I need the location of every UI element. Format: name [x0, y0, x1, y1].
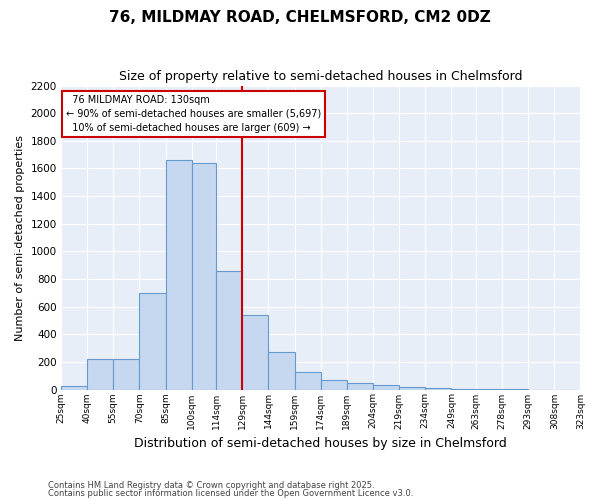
Bar — [139, 293, 166, 390]
Bar — [425, 388, 451, 390]
Bar — [295, 372, 321, 390]
Bar — [451, 389, 476, 390]
Bar — [399, 387, 425, 390]
Text: 76, MILDMAY ROAD, CHELMSFORD, CM2 0DZ: 76, MILDMAY ROAD, CHELMSFORD, CM2 0DZ — [109, 10, 491, 25]
Bar — [61, 386, 87, 390]
Text: Contains public sector information licensed under the Open Government Licence v3: Contains public sector information licen… — [48, 488, 413, 498]
Title: Size of property relative to semi-detached houses in Chelmsford: Size of property relative to semi-detach… — [119, 70, 523, 83]
X-axis label: Distribution of semi-detached houses by size in Chelmsford: Distribution of semi-detached houses by … — [134, 437, 507, 450]
Text: 76 MILDMAY ROAD: 130sqm
← 90% of semi-detached houses are smaller (5,697)
  10% : 76 MILDMAY ROAD: 130sqm ← 90% of semi-de… — [66, 94, 322, 132]
Bar — [87, 359, 113, 390]
Bar — [166, 160, 192, 390]
Bar — [113, 359, 139, 390]
Bar — [242, 315, 268, 390]
Bar — [373, 386, 399, 390]
Bar — [192, 163, 216, 390]
Bar — [216, 270, 242, 390]
Bar — [321, 380, 347, 390]
Y-axis label: Number of semi-detached properties: Number of semi-detached properties — [15, 134, 25, 340]
Text: Contains HM Land Registry data © Crown copyright and database right 2025.: Contains HM Land Registry data © Crown c… — [48, 481, 374, 490]
Bar — [268, 352, 295, 390]
Bar — [347, 382, 373, 390]
